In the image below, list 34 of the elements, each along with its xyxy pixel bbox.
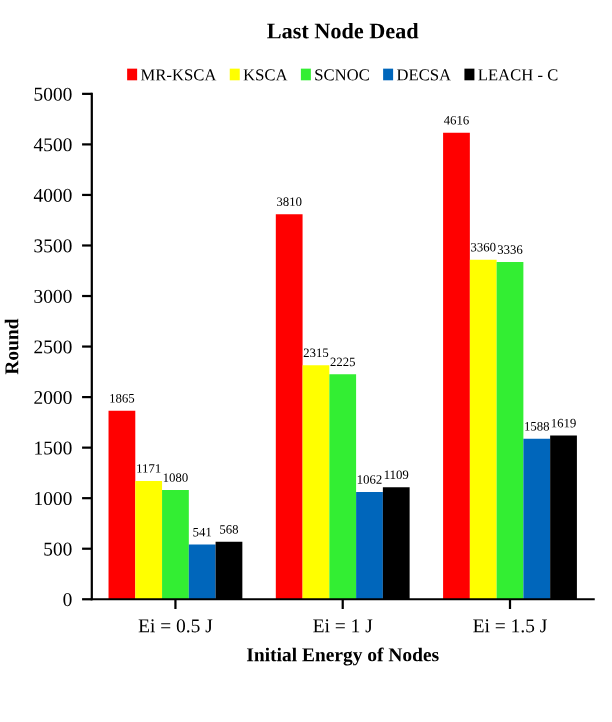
bar xyxy=(135,480,163,600)
x-tick-label: Ei = 0.5 J xyxy=(138,619,213,633)
bar xyxy=(188,544,216,600)
legend-label: MR-KSCA xyxy=(140,69,217,81)
bar xyxy=(108,410,136,600)
legend-label: DECSA xyxy=(396,69,451,81)
y-tick-label: 3500 xyxy=(34,239,72,253)
bar xyxy=(356,491,383,600)
bar xyxy=(275,214,303,600)
y-tick-label: 2000 xyxy=(34,390,72,405)
bar xyxy=(329,374,357,600)
legend-label: LEACH - C xyxy=(478,69,558,81)
y-axis-title: Round xyxy=(4,318,19,375)
legend-label: KSCA xyxy=(243,69,288,81)
bar xyxy=(523,438,551,600)
y-tick-label: 5000 xyxy=(34,87,72,101)
y-tick-label: 4000 xyxy=(33,188,72,202)
y-tick-label: 4500 xyxy=(33,138,72,152)
y-tick-label: 500 xyxy=(44,542,72,556)
y-tick-label: 1500 xyxy=(35,441,72,455)
y-tick-label: 2500 xyxy=(34,340,72,354)
legend-label: SCNOC xyxy=(315,69,369,81)
bar xyxy=(302,365,330,600)
chart-title: Last Node Dead xyxy=(267,22,419,39)
x-axis-title: Initial Energy of Nodes xyxy=(246,647,439,666)
bar xyxy=(496,262,524,600)
y-tick-label: 3000 xyxy=(34,289,72,303)
x-tick-label: Ei = 1 J xyxy=(313,619,373,633)
bar xyxy=(469,259,497,600)
bar xyxy=(162,490,189,600)
x-tick-label: Ei = 1.5 J xyxy=(473,619,547,633)
bar xyxy=(443,132,470,600)
y-tick-label: 0 xyxy=(63,593,72,607)
y-tick-label: 1000 xyxy=(35,492,72,506)
